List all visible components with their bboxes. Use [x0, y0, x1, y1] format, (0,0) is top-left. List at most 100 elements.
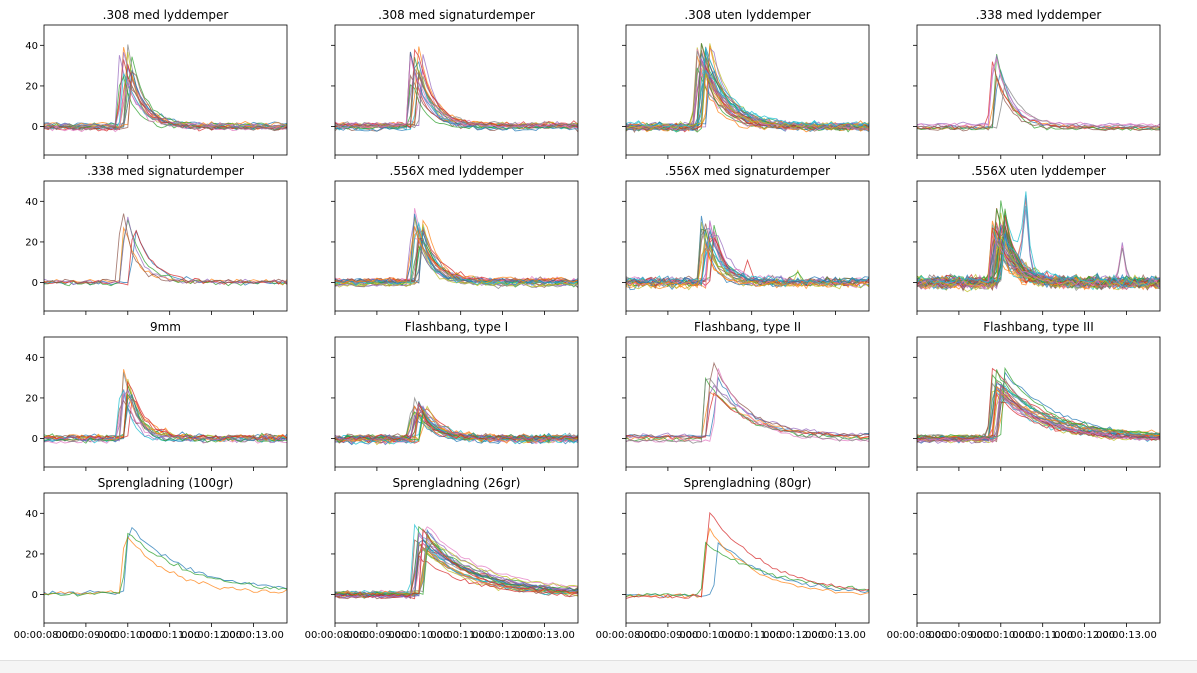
axes-frame — [916, 24, 1161, 156]
panel: Flashbang, type I — [331, 320, 579, 471]
series-line — [626, 228, 869, 286]
series-line — [335, 546, 578, 595]
series-line — [335, 543, 578, 597]
series-line — [335, 226, 578, 284]
y-tick-label: 0 — [32, 122, 38, 133]
series-line — [917, 391, 1160, 443]
series-line — [917, 55, 1160, 128]
series-line — [335, 539, 578, 597]
series-line — [917, 373, 1160, 440]
y-tick-label: 20 — [25, 237, 38, 248]
series-line — [626, 69, 869, 130]
series-line — [44, 82, 287, 133]
series-line — [917, 81, 1160, 129]
axes-frame — [916, 180, 1161, 312]
y-tick-label: 0 — [32, 590, 38, 601]
y-tick-label: 20 — [25, 393, 38, 404]
series-line — [335, 532, 578, 599]
x-tick-label: 00:00:08.00 — [14, 630, 75, 641]
x-tick-label: 00:00:12.00 — [763, 630, 824, 641]
x-tick-label: 00:00:13.00 — [514, 630, 575, 641]
panel-title: .556X uten lyddemper — [971, 164, 1106, 178]
panel: .308 med lyddemper 0 20 40 — [25, 8, 288, 159]
x-tick-label: 00:00:09.00 — [928, 630, 989, 641]
x-tick-label: 00:00:08.00 — [305, 630, 366, 641]
axes-frame — [625, 492, 870, 624]
panel: 9mm 0 20 40 — [25, 320, 288, 471]
series-line — [626, 231, 869, 287]
panel-title: Sprengladning (26gr) — [393, 476, 521, 490]
y-tick-label: 20 — [25, 549, 38, 560]
axes-frame — [43, 180, 288, 312]
x-tick-label: 00:00:13.00 — [223, 630, 284, 641]
x-tick-label: 00:00:09.00 — [637, 630, 698, 641]
panel: .338 med lyddemper — [913, 8, 1161, 159]
series-line — [335, 70, 578, 128]
series-line — [335, 56, 578, 129]
series-line — [626, 541, 869, 598]
traces — [44, 44, 287, 133]
series-line — [626, 391, 869, 442]
series-line — [44, 229, 287, 286]
panel-title: .308 med signaturdemper — [378, 8, 535, 22]
panel: Sprengladning (80gr) 00:00:08.0000:00:09.… — [596, 476, 870, 641]
axes-frame — [43, 24, 288, 156]
panel-title: Flashbang, type I — [405, 320, 508, 334]
x-tick-label: 00:00:11.00 — [721, 630, 782, 641]
series-line — [626, 229, 869, 287]
traces — [917, 191, 1160, 293]
panel: Flashbang, type III — [913, 320, 1161, 471]
series-line — [626, 50, 869, 131]
panel-title: .556X med lyddemper — [390, 164, 524, 178]
traces — [626, 43, 869, 133]
panel: .556X med lyddemper — [331, 164, 579, 315]
y-tick-label: 40 — [25, 509, 38, 520]
traces — [335, 46, 578, 133]
x-tick-label: 00:00:08.00 — [887, 630, 948, 641]
x-tick-label: 00:00:10.00 — [970, 630, 1031, 641]
series-line — [44, 75, 287, 131]
traces — [335, 523, 578, 600]
series-line — [626, 224, 869, 288]
traces — [335, 396, 578, 446]
series-line — [626, 378, 869, 444]
series-line — [44, 85, 287, 131]
series-line — [335, 83, 578, 130]
axes-frame — [916, 336, 1161, 468]
axes-frame — [43, 336, 288, 468]
series-line — [44, 219, 287, 287]
series-line — [917, 75, 1160, 132]
panel: .556X med signaturdemper — [622, 164, 870, 315]
series-line — [44, 44, 287, 129]
x-tick-label: 00:00:12.00 — [1054, 630, 1115, 641]
series-line — [626, 375, 869, 438]
series-line — [917, 54, 1160, 131]
axes-frame — [625, 24, 870, 156]
panel-title: Sprengladning (80gr) — [684, 476, 812, 490]
series-line — [335, 403, 578, 443]
panel: Flashbang, type II — [622, 320, 870, 471]
traces — [626, 215, 869, 291]
y-tick-label: 0 — [32, 278, 38, 289]
series-line — [44, 213, 287, 285]
series-line — [44, 378, 287, 442]
y-tick-label: 40 — [25, 353, 38, 364]
series-line — [335, 237, 578, 284]
traces — [626, 511, 869, 599]
x-tick-label: 00:00:10.00 — [97, 630, 158, 641]
traces — [335, 208, 578, 290]
panel: .556X uten lyddemper — [913, 164, 1161, 315]
y-tick-label: 40 — [25, 41, 38, 52]
traces — [917, 366, 1160, 444]
series-line — [335, 401, 578, 441]
traces — [44, 526, 287, 597]
series-line — [917, 57, 1160, 128]
x-tick-label: 00:00:13.00 — [805, 630, 866, 641]
series-line — [44, 536, 287, 596]
axes-frame — [334, 492, 579, 624]
series-line — [626, 376, 869, 442]
axes-frame — [625, 180, 870, 312]
x-tick-label: 00:00:11.00 — [430, 630, 491, 641]
traces — [44, 213, 287, 287]
series-line — [44, 526, 287, 596]
